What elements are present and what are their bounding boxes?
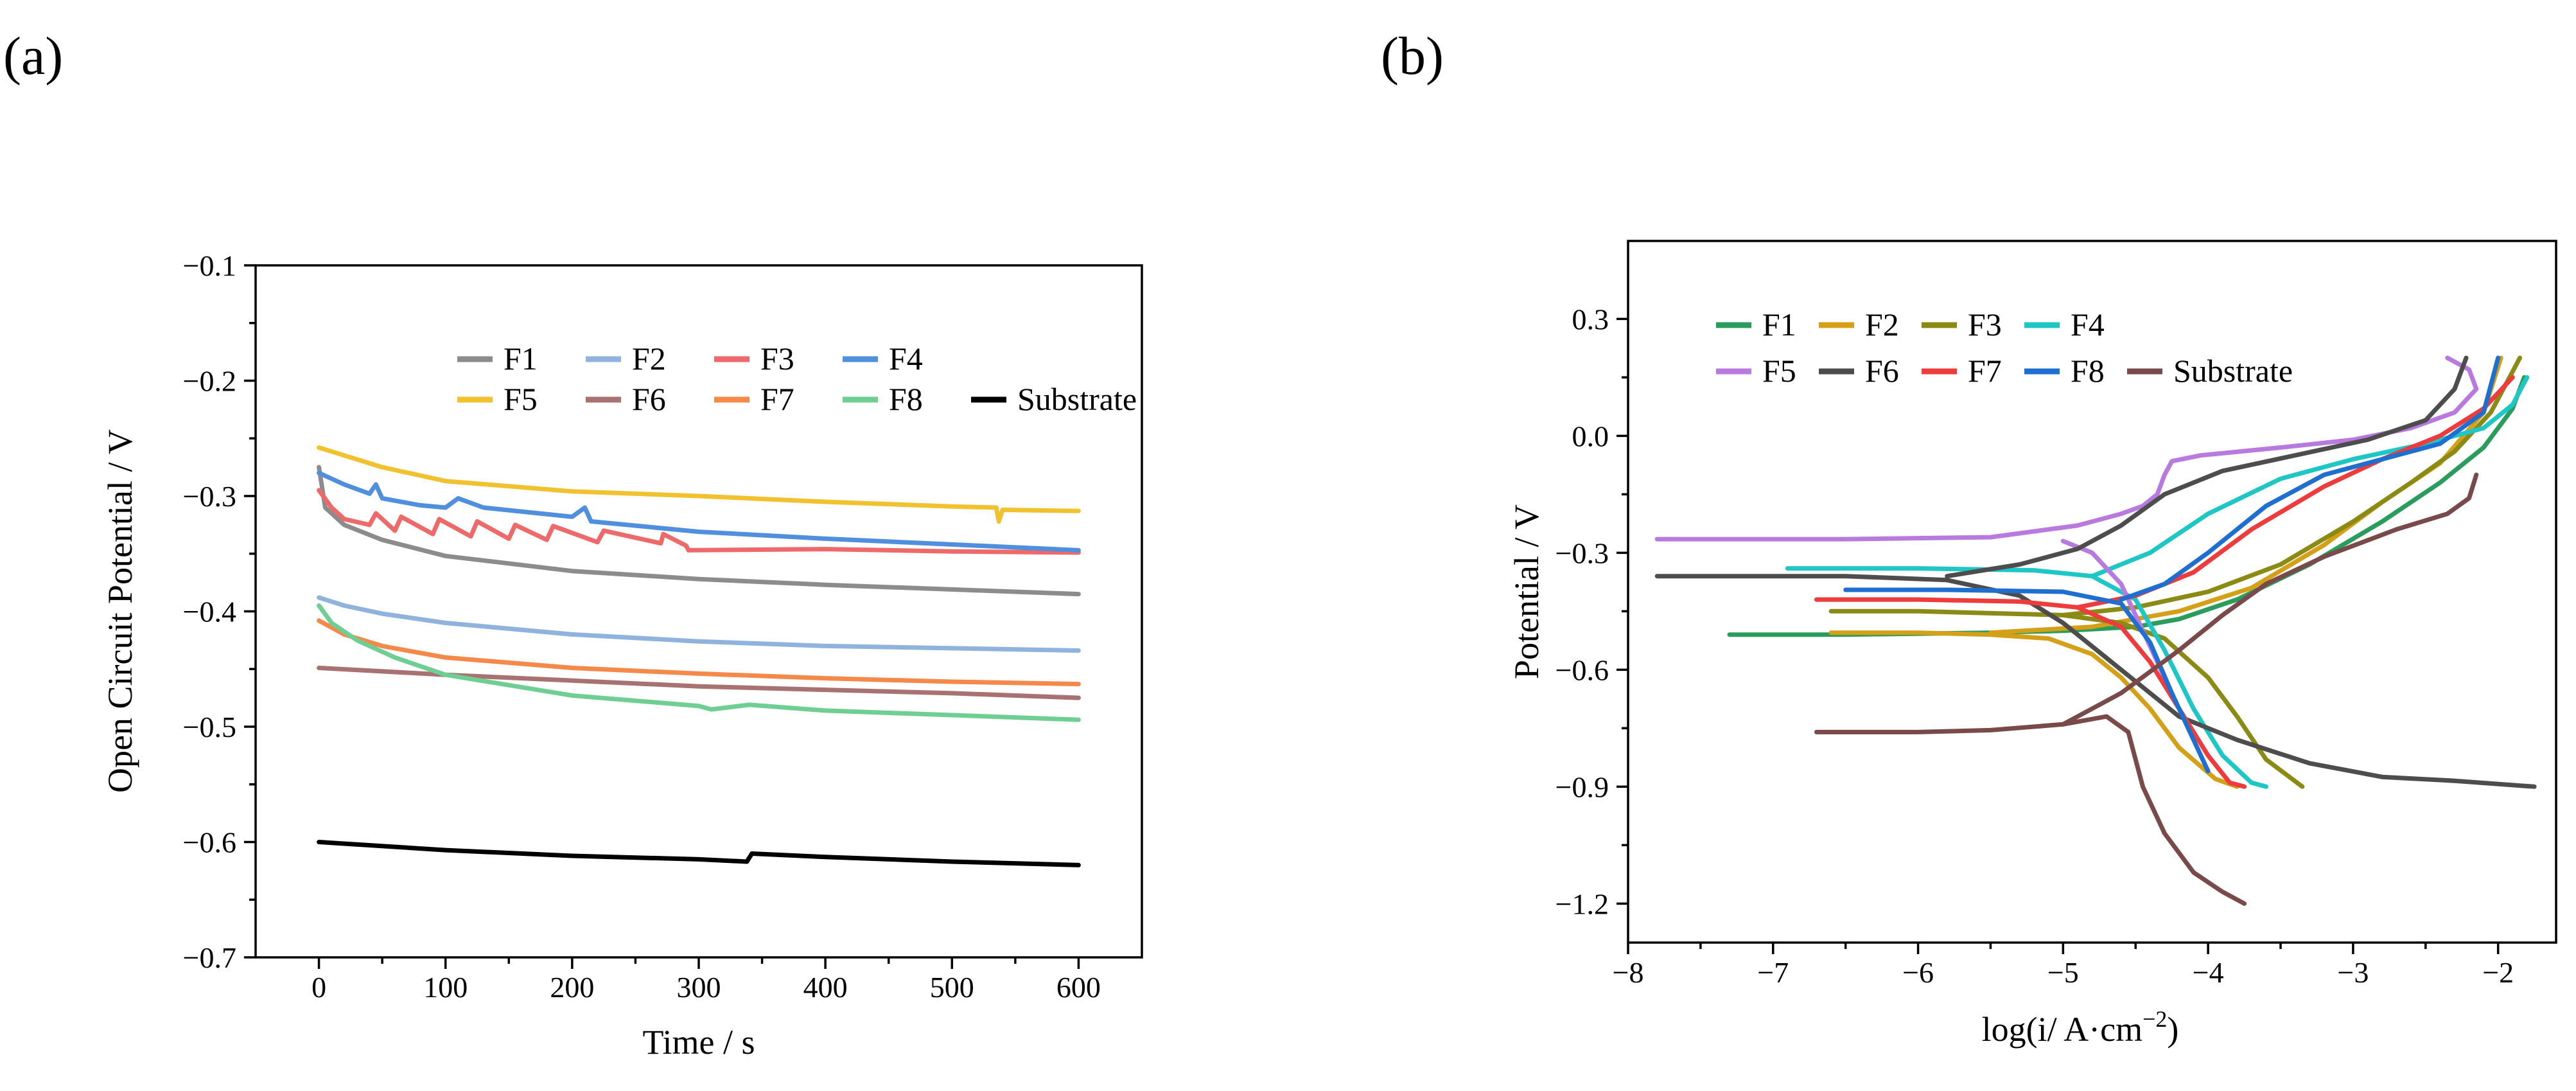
- xtick-label: 500: [930, 971, 974, 1004]
- xtick-label: −7: [1757, 956, 1789, 989]
- series-line-f6b: [1945, 355, 2469, 579]
- panel-a-chart: 0 100 200 300 400 500 600 −0.7 −0.6 −0.5 −0.4 −0.3 −…: [101, 249, 1143, 1061]
- panel-b-axes-frame: [1627, 240, 2557, 944]
- legend-label-f5: F5: [504, 381, 538, 417]
- legend-label-f3: F3: [760, 341, 794, 377]
- ytick-label: −0.1: [183, 249, 236, 282]
- panel-a-ticks: 0 100 200 300 400 500 600 −0.7 −0.6 −0.5 −0.4 −0.3 −…: [183, 249, 1101, 1004]
- series-line-f4b: [2090, 375, 2530, 579]
- panel-b-xlabel: log(i/ A·cm−2): [1982, 1006, 2179, 1049]
- series-line-f5: [317, 445, 1081, 524]
- series-line-substrate: [1814, 714, 2247, 906]
- panel-a-series-group: [317, 445, 1081, 867]
- panel-b-chart: −8 −7 −6 −5 −4 −3 −2 −1.2 −0.9 −0.6 −0.3 0.0 0.3 log…: [1507, 240, 2557, 1049]
- panel-b-series-group: [1654, 355, 2537, 906]
- ytick-label: −1.2: [1555, 887, 1609, 920]
- xtick-label: −2: [2482, 956, 2514, 989]
- legend-label-f3: F3: [1968, 306, 2002, 342]
- panel-a-axes-frame: [254, 264, 1143, 959]
- ytick-label: −0.9: [1555, 770, 1609, 803]
- series-line-f1: [317, 465, 1081, 597]
- panel-a-legend: F1 F2 F3 F4 F5 F6 F7 F8 Substrate: [457, 341, 1137, 417]
- legend-label-f7: F7: [1968, 353, 2002, 389]
- series-line-f7: [1814, 597, 2247, 789]
- legend-label-f4: F4: [889, 341, 923, 377]
- series-line-substrateb: [2060, 472, 2479, 727]
- panel-b-label: (b): [1381, 26, 1444, 86]
- legend-label-f2: F2: [1865, 306, 1899, 342]
- series-line-f2: [317, 595, 1081, 653]
- ytick-label: 0.0: [1572, 420, 1609, 452]
- xtick-label: −8: [1613, 956, 1644, 989]
- panel-b-legend: F1 F2 F3 F4 F5 F6 F7 F8 Substrate: [1716, 306, 2293, 389]
- ytick-label: −0.2: [183, 365, 236, 398]
- legend-label-f8: F8: [889, 381, 923, 417]
- legend-label-f2: F2: [632, 341, 666, 377]
- xtick-label: −5: [2047, 956, 2079, 989]
- series-line-f5: [1654, 355, 2479, 542]
- panel-b-ylabel: Potential / V: [1507, 504, 1546, 679]
- panel-b-ticks: −8 −7 −6 −5 −4 −3 −2 −1.2 −0.9 −0.6 −0.3 0.0 0.3: [1555, 303, 2514, 989]
- series-line-f8: [1843, 587, 2211, 774]
- series-line-substrate: [317, 840, 1081, 867]
- series-line-f4: [317, 470, 1081, 553]
- panel-b-xlabel-sup: −2: [2142, 1006, 2167, 1032]
- legend-label-f4: F4: [2071, 306, 2105, 342]
- legend-label-substrate: Substrate: [2173, 353, 2293, 389]
- xtick-label: 400: [803, 971, 848, 1004]
- panel-b-xlabel-main: log(i/ A·cm: [1982, 1010, 2142, 1049]
- ytick-label: −0.3: [1555, 537, 1609, 569]
- legend-label-f1: F1: [1762, 306, 1796, 342]
- xtick-label: −6: [1902, 956, 1934, 989]
- xtick-label: 600: [1056, 971, 1101, 1004]
- ytick-label: −0.3: [183, 480, 236, 513]
- series-line-f6: [1654, 574, 2537, 789]
- xtick-label: −3: [2337, 956, 2369, 989]
- legend-label-f7: F7: [760, 381, 794, 417]
- series-line-f3: [317, 488, 1081, 555]
- series-line-f8: [317, 603, 1081, 722]
- panel-a-label: (a): [3, 26, 63, 86]
- series-line-f3: [1828, 608, 2305, 789]
- ytick-label: −0.4: [183, 596, 236, 628]
- series-line-f8b: [2119, 355, 2501, 602]
- legend-label-f6: F6: [632, 381, 666, 417]
- ytick-label: −0.6: [183, 826, 236, 859]
- xtick-label: 200: [550, 971, 594, 1004]
- legend-label-f8: F8: [2071, 353, 2105, 389]
- xtick-label: 300: [677, 971, 721, 1004]
- series-line-f3b: [2060, 355, 2523, 617]
- panel-b-xlabel-end: ): [2167, 1010, 2178, 1049]
- legend-label-f5: F5: [1762, 353, 1796, 389]
- legend-label-substrate: Substrate: [1017, 381, 1137, 417]
- xtick-label: 100: [423, 971, 468, 1004]
- xtick-label: −4: [2193, 956, 2224, 989]
- ytick-label: −0.7: [183, 941, 236, 974]
- xtick-label: 0: [311, 971, 326, 1004]
- panel-a-xlabel: Time / s: [642, 1023, 755, 1061]
- ytick-label: 0.3: [1572, 303, 1609, 335]
- legend-label-f1: F1: [504, 341, 538, 377]
- ytick-label: −0.5: [183, 711, 236, 743]
- ytick-label: −0.6: [1555, 653, 1609, 686]
- panel-a-ylabel: Open Circuit Potential / V: [101, 429, 139, 793]
- legend-label-f6: F6: [1865, 353, 1899, 389]
- series-line-f2: [1828, 630, 2239, 789]
